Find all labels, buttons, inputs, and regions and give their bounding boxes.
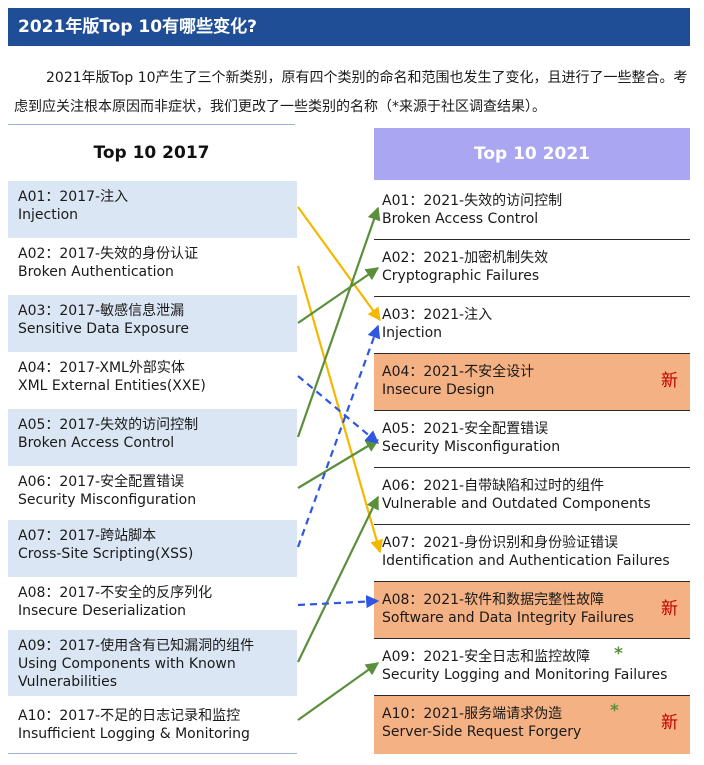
arrow-a03-to-a02 (297, 267, 380, 324)
list-item-2017-a09: A09：2017-使用含有已知漏洞的组件 Using Components wi… (8, 630, 297, 696)
item-cn: A08：2017-不安全的反序列化 (18, 585, 213, 601)
arrow-a08-to-a08 (297, 595, 380, 609)
item-cn: A03：2021-注入 (382, 307, 493, 323)
list-item-2017-a05: A05：2017-失效的访问控制 Broken Access Control (8, 409, 297, 466)
list-item-2017-a01: A01：2017-注入 Injection (8, 181, 297, 238)
list-item-2017-a08: A08：2017-不安全的反序列化 Insecure Deserializati… (8, 577, 297, 634)
list-item-2021-a06: A06：2021-自带缺陷和过时的组件 Vulnerable and Outda… (374, 468, 690, 525)
column-heading-2017: Top 10 2017 (93, 143, 210, 163)
item-cn: A02：2017-失效的身份认证 (18, 246, 199, 262)
item-en: Cryptographic Failures (382, 268, 540, 284)
list-item-2021-a01: A01：2021-失效的访问控制 Broken Access Control (374, 183, 690, 240)
list-item-2021-a05: A05：2021-安全配置错误 Security Misconfiguratio… (374, 411, 690, 468)
item-en: Insecure Deserialization (18, 603, 187, 619)
list-item-2021-a09: A09：2021-安全日志和监控故障 Security Logging and … (374, 639, 690, 696)
column-heading-2021: Top 10 2021 (374, 128, 690, 180)
divider (8, 124, 295, 125)
item-en: Insufficient Logging & Monitoring (18, 726, 250, 742)
item-cn: A08：2021-软件和数据完整性故障 (382, 592, 605, 608)
community-star-icon: * (614, 644, 623, 664)
item-cn: A01：2017-注入 (18, 189, 129, 205)
item-cn: A05：2021-安全配置错误 (382, 421, 549, 437)
arrow-a01-to-a03 (297, 206, 381, 322)
list-item-2021-a08: A08：2021-软件和数据完整性故障 Software and Data In… (374, 582, 690, 639)
item-cn: A02：2021-加密机制失效 (382, 250, 549, 266)
item-en: Software and Data Integrity Failures (382, 610, 635, 626)
item-cn: A09：2021-安全日志和监控故障 (382, 649, 591, 665)
list-item-2021-a02: A02：2021-加密机制失效 Cryptographic Failures (374, 240, 690, 297)
item-cn: A06：2021-自带缺陷和过时的组件 (382, 478, 605, 494)
item-en: Security Logging and Monitoring Failures (382, 667, 668, 683)
item-en-cont: Vulnerabilities (18, 674, 118, 690)
list-item-2017-a06: A06：2017-安全配置错误 Security Misconfiguratio… (8, 466, 297, 523)
item-en: Injection (18, 207, 79, 223)
new-badge: 新 (661, 713, 678, 733)
item-cn: A03：2017-敏感信息泄漏 (18, 303, 185, 319)
list-item-2021-a04: A04：2021-不安全设计 Insecure Design 新 (374, 354, 690, 411)
item-cn: A10：2021-服务端请求伪造 (382, 706, 563, 722)
item-cn: A04：2021-不安全设计 (382, 364, 535, 380)
list-item-2017-a07: A07：2017-跨站脚本 Cross-Site Scripting(XSS) (8, 520, 297, 577)
item-en: Security Misconfiguration (382, 439, 561, 455)
item-en: Broken Access Control (382, 211, 539, 227)
arrow-a10-to-a09 (297, 662, 380, 721)
item-cn: A04：2017-XML外部实体 (18, 360, 185, 376)
list-item-2021-a07: A07：2021-身份识别和身份验证错误 Identification and … (374, 525, 690, 582)
list-item-2017-a02: A02：2017-失效的身份认证 Broken Authentication (8, 238, 297, 295)
item-en: Vulnerable and Outdated Components (382, 496, 651, 512)
arrow-a05-to-a01 (296, 206, 381, 438)
item-en: Security Misconfiguration (18, 492, 197, 508)
item-en: Sensitive Data Exposure (18, 321, 189, 337)
item-cn: A01：2021-失效的访问控制 (382, 193, 563, 209)
item-cn: A06：2017-安全配置错误 (18, 474, 185, 490)
item-en: Insecure Design (382, 382, 495, 398)
page-title: 2021年版Top 10有哪些变化? (8, 8, 690, 46)
item-en: Using Components with Known (18, 656, 236, 672)
item-cn: A09：2017-使用含有已知漏洞的组件 (18, 638, 255, 654)
item-en: Broken Authentication (18, 264, 174, 280)
item-en: XML External Entities(XXE) (18, 378, 206, 394)
item-en: Injection (382, 325, 443, 341)
list-item-2021-a10: A10：2021-服务端请求伪造 Server-Side Request For… (374, 696, 690, 754)
item-cn: A07：2017-跨站脚本 (18, 528, 157, 544)
list-item-2017-a03: A03：2017-敏感信息泄漏 Sensitive Data Exposure (8, 295, 297, 352)
arrow-a07-to-a03 (296, 324, 381, 548)
community-star-icon: * (610, 701, 619, 721)
item-en: Server-Side Request Forgery (382, 724, 582, 740)
item-cn: A10：2017-不足的日志记录和监控 (18, 708, 241, 724)
item-cn: A07：2021-身份识别和身份验证错误 (382, 535, 619, 551)
list-item-2021-a03: A03：2021-注入 Injection (374, 297, 690, 354)
item-en: Identification and Authentication Failur… (382, 553, 670, 569)
new-badge: 新 (661, 371, 678, 391)
item-cn: A05：2017-失效的访问控制 (18, 417, 199, 433)
list-item-2017-a04: A04：2017-XML外部实体 XML External Entities(X… (8, 352, 297, 409)
arrow-a06-to-a05 (297, 439, 380, 489)
arrow-a04-to-a05 (297, 375, 380, 444)
intro-paragraph: 2021年版Top 10产生了三个新类别，原有四个类别的命名和范围也发生了变化，… (14, 70, 688, 115)
new-badge: 新 (661, 599, 678, 619)
list-item-2017-a10: A10：2017-不足的日志记录和监控 Insufficient Logging… (8, 700, 297, 754)
item-en: Cross-Site Scripting(XSS) (18, 546, 194, 562)
arrow-a09-to-a06 (297, 495, 379, 663)
item-en: Broken Access Control (18, 435, 175, 451)
